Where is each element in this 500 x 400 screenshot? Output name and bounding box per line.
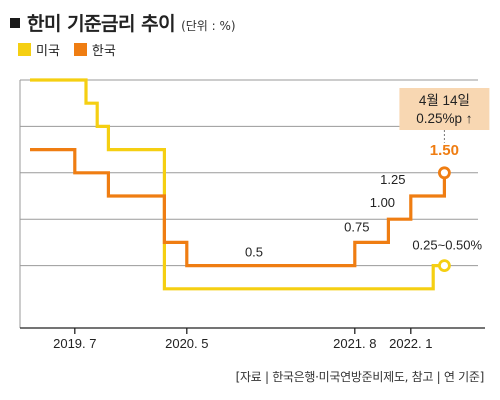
legend-item-us: 미국	[18, 40, 60, 59]
end-marker-us	[437, 259, 451, 273]
legend: 미국 한국	[18, 40, 130, 59]
legend-label-kr: 한국	[91, 44, 116, 59]
x-tick-label: 2022. 1	[389, 336, 432, 351]
legend-label-us: 미국	[36, 44, 60, 59]
chart-title-row: 한미 기준금리 추이 (단위 : %)	[10, 9, 236, 36]
data-label: 0.25~0.50%	[412, 238, 482, 253]
legend-item-kr: 한국	[73, 40, 116, 59]
data-label: 0.5	[245, 245, 263, 260]
data-label: 1.25	[380, 172, 405, 187]
annotation-box	[399, 88, 490, 130]
x-tick-label: 2019. 7	[53, 336, 96, 351]
series-line-us	[30, 78, 445, 291]
x-tick-label: 2021. 8	[333, 336, 376, 351]
end-marker-kr	[437, 166, 451, 180]
data-label: 0.75	[344, 219, 369, 234]
unit-label: (단위 : %)	[181, 19, 236, 33]
x-tick-label: 2020. 5	[165, 336, 208, 351]
annotation-line-2: 0.25%p ↑	[416, 111, 472, 126]
data-label: 1.00	[370, 195, 395, 210]
chart-title: 한미 기준금리 추이	[27, 13, 176, 35]
legend-swatch-kr	[73, 43, 87, 56]
series-line-kr	[30, 148, 446, 268]
title-square-icon	[10, 18, 20, 28]
legend-swatch-us	[18, 43, 31, 56]
source-note: [자료 | 한국은행·미국연방준비제도, 참고 | 연 기준]	[235, 370, 485, 384]
annotation-line-1: 4월 14일	[419, 93, 470, 108]
data-label: 1.50	[430, 142, 459, 159]
